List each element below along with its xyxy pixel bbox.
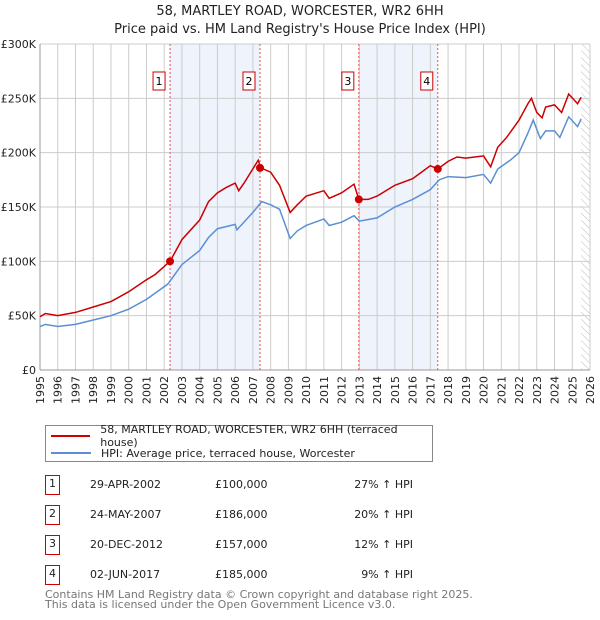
sale-label: 3 [344,75,351,88]
x-tick-label: 2005 [211,376,224,404]
x-tick-label: 1995 [34,376,47,404]
x-tick-label: 1999 [105,376,118,404]
sale-row: 3 20-DEC-2012 £157,000 12% ↑ HPI [45,535,465,555]
x-tick-label: 2011 [318,376,331,404]
x-tick-label: 2004 [194,376,207,404]
property-line [39,92,582,318]
footer-line-2: This data is licensed under the Open Gov… [45,598,396,611]
x-tick-label: 2020 [478,376,491,404]
x-tick-label: 1996 [52,376,65,404]
y-tick-label: £0 [22,364,36,377]
x-tick-label: 2015 [389,376,402,404]
y-tick-label: £50K [8,310,37,323]
sale-hpi-change: 12% ↑ HPI [354,538,413,551]
x-tick-label: 2003 [176,376,189,404]
price-chart: 1995 1996 1997 1998 1999 2000 2001 2002 2003 2004… [1,38,597,404]
sale-number: 2 [45,505,60,525]
sale-price: £185,000 [215,568,268,581]
y-tick-label: £300K [1,38,37,51]
sale-label: 4 [423,75,430,88]
y-tick-label: £100K [1,255,37,268]
legend-swatch-hpi [51,452,91,454]
y-tick-label: £150K [1,201,37,214]
x-tick-label: 2025 [566,376,579,404]
sale-hpi-change: 9% ↑ HPI [361,568,413,581]
x-tick-label: 2022 [513,376,526,404]
sale-price: £100,000 [215,478,268,491]
chart-subtitle: Price paid vs. HM Land Registry's House … [114,22,486,37]
x-tick-label: 2026 [584,376,597,404]
y-tick-label: £200K [1,147,37,160]
legend-label-property: 58, MARTLEY ROAD, WORCESTER, WR2 6HH (te… [100,423,398,449]
sale-date: 24-MAY-2007 [90,508,162,521]
legend: 58, MARTLEY ROAD, WORCESTER, WR2 6HH (te… [45,423,433,462]
x-tick-label: 2006 [229,376,242,404]
x-tick-label: 2013 [353,376,366,404]
sale-label-box [341,71,355,91]
x-tick-label: 2017 [424,376,437,404]
x-tick-label: 2008 [265,376,278,404]
x-tick-label: 2016 [407,376,420,404]
sale-point [166,257,175,266]
x-tick-label: 1998 [87,376,100,404]
legend-item-property: 58, MARTLEY ROAD, WORCESTER, WR2 6HH (te… [51,423,432,449]
y-tick-label: £250K [1,92,37,105]
sale-label-box [420,71,434,91]
sale-number: 1 [45,475,60,495]
chart-title: 58, MARTLEY ROAD, WORCESTER, WR2 6HH [156,4,444,19]
hpi-line [39,115,582,328]
legend-label-hpi: HPI: Average price, terraced house, Worc… [101,446,355,460]
x-tick-label: 2018 [442,376,455,404]
legend-swatch-property [51,435,91,437]
x-tick-label: 2009 [282,376,295,404]
x-tick-label: 2010 [300,376,313,404]
x-tick-label: 2002 [158,376,171,404]
sale-price: £186,000 [215,508,268,521]
x-tick-label: 2019 [460,376,473,404]
x-tick-label: 2001 [140,376,153,404]
sale-point [433,164,442,173]
sale-price: £157,000 [215,538,268,551]
x-tick-label: 2023 [531,376,544,404]
sale-number: 4 [45,565,60,585]
sale-label: 1 [156,75,163,88]
x-tick-label: 2012 [336,376,349,404]
x-tick-label: 2007 [247,376,260,404]
sale-row: 1 29-APR-2002 £100,000 27% ↑ HPI [45,475,465,495]
sale-hpi-change: 20% ↑ HPI [354,508,413,521]
sale-label-box [152,71,166,91]
sale-row: 4 02-JUN-2017 £185,000 9% ↑ HPI [45,565,465,585]
legend-item-hpi: HPI: Average price, terraced house, Worc… [51,446,355,460]
x-tick-label: 1997 [69,376,82,404]
x-tick-label: 2000 [123,376,136,404]
sale-row: 2 24-MAY-2007 £186,000 20% ↑ HPI [45,505,465,525]
sale-date: 20-DEC-2012 [90,538,164,551]
sale-label: 2 [246,75,253,88]
sale-number: 3 [45,535,60,555]
sale-point [256,163,264,172]
x-tick-label: 2024 [549,376,562,404]
x-tick-label: 2021 [495,376,508,404]
x-tick-label: 2014 [371,376,384,404]
footer-line-1: Contains HM Land Registry data © Crown c… [45,588,473,601]
sale-point [354,195,363,204]
sale-hpi-change: 27% ↑ HPI [354,478,413,491]
footer: Contains HM Land Registry data © Crown c… [45,588,473,611]
sale-label-box [242,71,256,91]
sale-date: 02-JUN-2017 [90,568,161,581]
sale-date: 29-APR-2002 [90,478,162,491]
